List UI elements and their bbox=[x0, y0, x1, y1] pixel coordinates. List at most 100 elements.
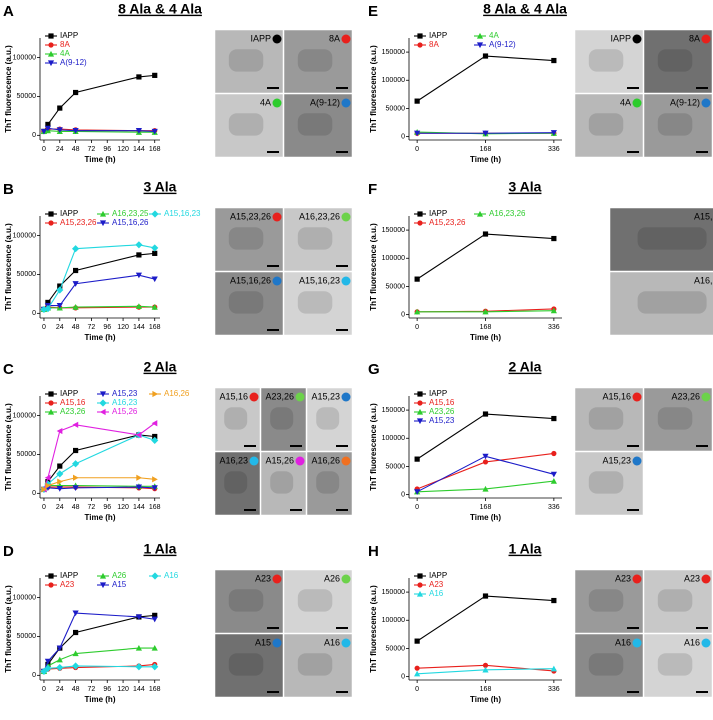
micrograph-texture bbox=[297, 49, 333, 72]
marker bbox=[136, 252, 142, 258]
marker bbox=[151, 572, 159, 580]
label-dot bbox=[341, 638, 351, 648]
x-axis-title: Time (h) bbox=[85, 155, 116, 164]
micrograph-texture bbox=[224, 471, 248, 494]
micrograph bbox=[574, 569, 644, 634]
marker bbox=[414, 670, 421, 677]
marker bbox=[551, 415, 557, 422]
x-tick-label: 336 bbox=[548, 686, 560, 693]
marker bbox=[72, 421, 79, 428]
marker bbox=[73, 629, 79, 636]
marker bbox=[48, 582, 54, 588]
micrograph-label: A23,26 bbox=[265, 391, 294, 401]
marker bbox=[482, 411, 489, 417]
marker bbox=[414, 276, 420, 282]
legend-label: 4A bbox=[60, 49, 70, 58]
legend-label: A15,23,26 bbox=[60, 218, 97, 227]
marker bbox=[99, 210, 107, 217]
label-dot bbox=[632, 34, 642, 44]
x-tick-label: 24 bbox=[56, 146, 64, 153]
legend-label: A15,23 bbox=[429, 416, 455, 425]
micrograph-label: A16 bbox=[324, 637, 340, 647]
legend-label: IAPP bbox=[429, 571, 447, 580]
marker bbox=[47, 50, 55, 57]
y-tick-label: 100000 bbox=[382, 617, 405, 624]
micrograph-label: 4A bbox=[620, 97, 631, 107]
y-tick-label: 0 bbox=[32, 310, 36, 317]
micrograph-label: A23,26 bbox=[671, 391, 700, 401]
micrograph-texture bbox=[588, 113, 624, 136]
y-tick-label: 100000 bbox=[13, 232, 36, 239]
series-line bbox=[416, 233, 554, 280]
legend-label: IAPP bbox=[429, 31, 447, 40]
marker bbox=[48, 391, 54, 397]
micrograph bbox=[609, 271, 713, 336]
x-tick-label: 336 bbox=[548, 324, 560, 331]
marker bbox=[72, 281, 79, 287]
y-tick-label: 150000 bbox=[382, 49, 405, 56]
micrograph-label: A15,23,26 bbox=[694, 211, 713, 221]
micrograph-label: A16,23 bbox=[219, 455, 248, 465]
micrograph-texture bbox=[637, 227, 707, 250]
micrograph-texture bbox=[228, 291, 264, 314]
micrograph-texture bbox=[297, 291, 333, 314]
marker bbox=[72, 128, 79, 134]
marker bbox=[48, 33, 54, 39]
micrograph bbox=[643, 387, 713, 452]
x-axis-title: Time (h) bbox=[470, 513, 501, 522]
marker bbox=[476, 32, 484, 39]
micrograph-label: A23 bbox=[615, 573, 631, 583]
micrograph bbox=[574, 93, 644, 158]
marker bbox=[48, 220, 54, 226]
marker bbox=[550, 665, 557, 672]
label-dot bbox=[341, 212, 351, 222]
y-tick-label: 150000 bbox=[382, 589, 405, 596]
panel-heading: 2 Ala bbox=[509, 359, 542, 375]
legend-label: A16,23 bbox=[112, 398, 138, 407]
panel-letter: C bbox=[3, 361, 14, 378]
x-axis-title: Time (h) bbox=[470, 333, 501, 342]
marker bbox=[99, 391, 107, 398]
micrograph-label: A16,26 bbox=[311, 455, 340, 465]
x-tick-label: 120 bbox=[117, 324, 129, 331]
label-dot bbox=[341, 456, 351, 466]
micrograph bbox=[214, 93, 284, 158]
legend-label: A(9-12) bbox=[60, 58, 87, 67]
label-dot bbox=[341, 98, 351, 108]
micrograph-texture bbox=[637, 291, 707, 314]
label-dot bbox=[272, 276, 282, 286]
marker bbox=[135, 663, 143, 671]
x-tick-label: 144 bbox=[133, 504, 145, 511]
marker bbox=[151, 303, 158, 310]
y-tick-label: 50000 bbox=[17, 633, 37, 640]
label-dot bbox=[272, 574, 282, 584]
marker bbox=[551, 450, 557, 457]
marker bbox=[99, 399, 107, 407]
legend-label: 8A bbox=[60, 40, 70, 49]
micrograph bbox=[643, 29, 713, 94]
micrograph bbox=[643, 633, 713, 698]
micrograph-texture bbox=[588, 589, 624, 612]
x-axis-title: Time (h) bbox=[85, 333, 116, 342]
x-tick-label: 24 bbox=[56, 686, 64, 693]
micrograph-label: A(9-12) bbox=[310, 97, 340, 107]
marker bbox=[72, 662, 80, 670]
marker bbox=[45, 482, 52, 489]
x-tick-label: 168 bbox=[480, 146, 492, 153]
panel-heading: 1 Ala bbox=[144, 541, 177, 557]
x-tick-label: 144 bbox=[133, 686, 145, 693]
marker bbox=[99, 220, 107, 227]
x-tick-label: 168 bbox=[480, 324, 492, 331]
y-axis-title: ThT fluorescence (a.u.) bbox=[4, 585, 13, 673]
y-tick-label: 100000 bbox=[13, 412, 36, 419]
marker bbox=[416, 590, 424, 597]
marker bbox=[152, 390, 159, 398]
micrograph bbox=[574, 29, 644, 94]
micrograph-label: A15,16,26 bbox=[230, 275, 271, 285]
legend-label: A15,23,26 bbox=[429, 218, 466, 227]
legend-label: IAPP bbox=[60, 571, 78, 580]
label-dot bbox=[701, 574, 711, 584]
y-tick-label: 50000 bbox=[17, 93, 37, 100]
legend-label: A16 bbox=[429, 589, 444, 598]
